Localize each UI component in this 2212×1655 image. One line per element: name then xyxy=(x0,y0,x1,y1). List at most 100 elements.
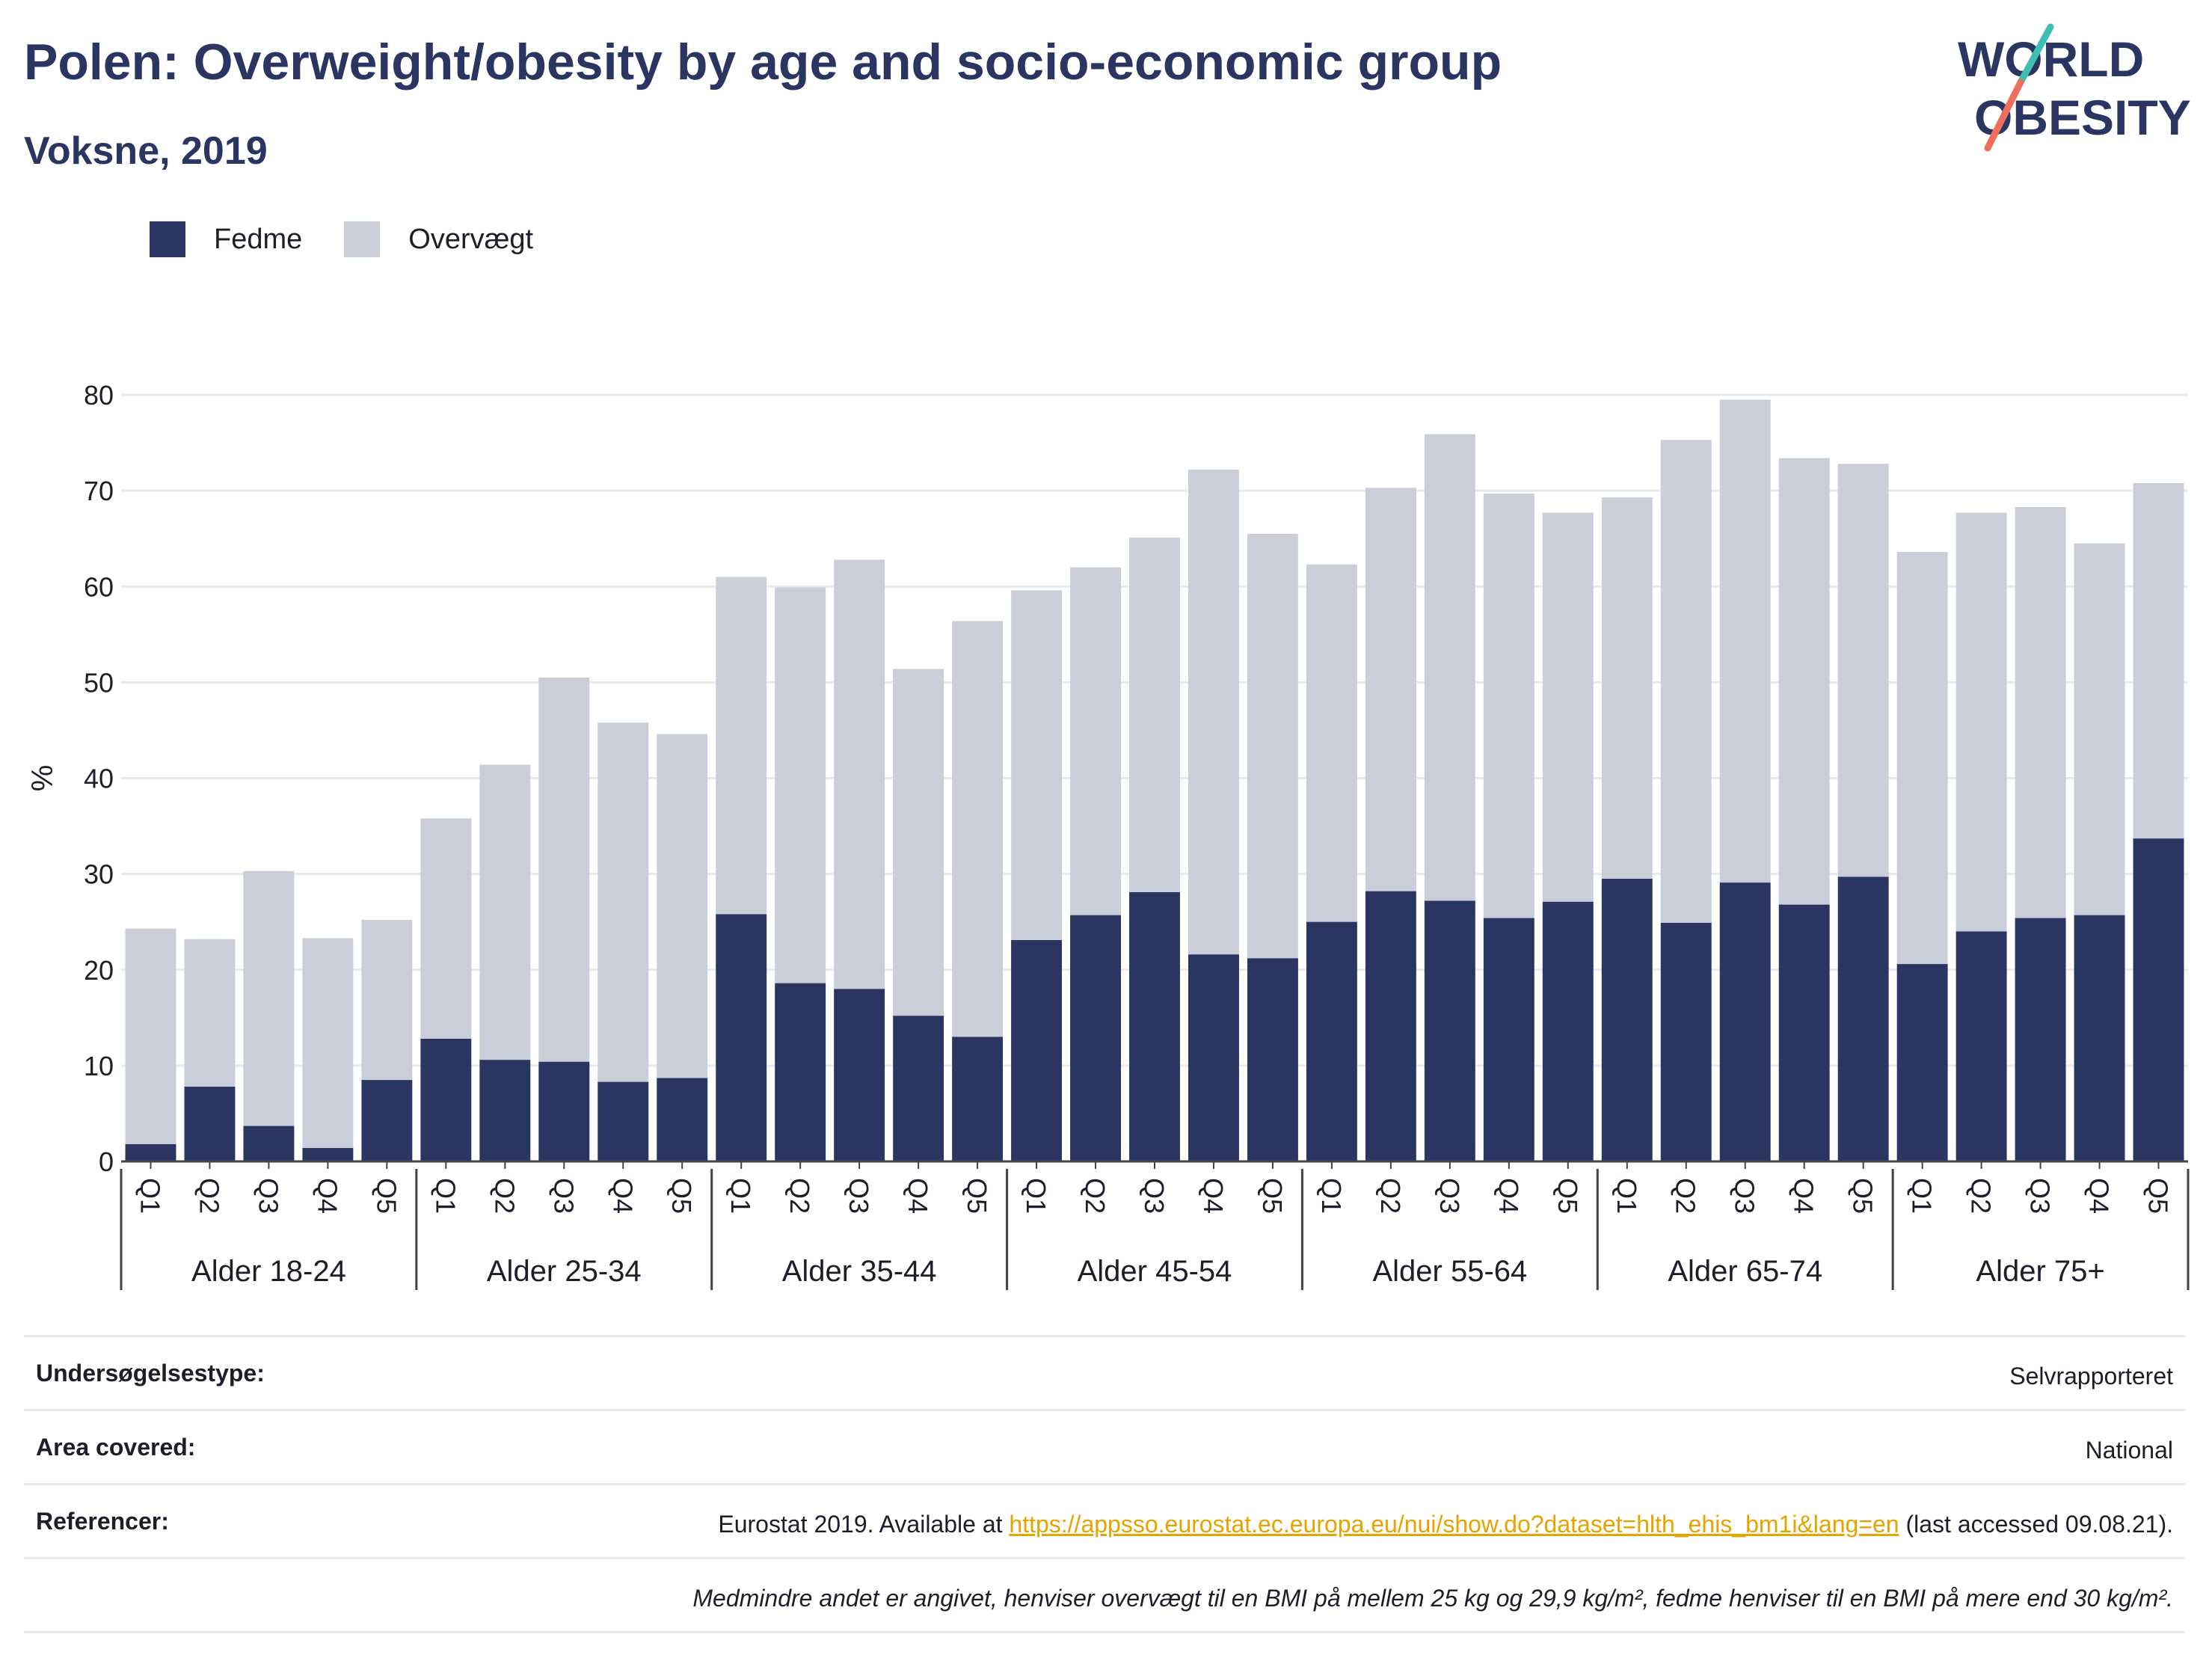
bar-overvaegt xyxy=(1778,458,1830,905)
y-tick-label: 0 xyxy=(99,1146,114,1177)
bar-fedme xyxy=(1070,915,1121,1161)
bar-fedme xyxy=(597,1081,649,1161)
bar-overvaegt xyxy=(1365,488,1416,891)
x-tick-label: Q5 xyxy=(2143,1178,2174,1214)
bar-overvaegt xyxy=(834,559,885,989)
legend-label-overvaegt: Overvægt xyxy=(408,223,534,255)
bar-fedme xyxy=(1011,940,1063,1161)
x-tick-label: Q2 xyxy=(194,1178,224,1214)
info-key-survey-type: Undersøgelsestype: xyxy=(36,1360,265,1387)
info-row-survey-type: Undersøgelsestype: Selvrapporteret xyxy=(24,1335,2185,1409)
x-tick-label: Q4 xyxy=(1198,1178,1229,1214)
bar-fedme xyxy=(302,1148,354,1161)
x-tick-label: Q2 xyxy=(784,1178,815,1214)
stacked-bar-chart: 0 10 20 30 40 50 60 70 80% Q1 Q2 Q3 Q4 Q5 Q1 Q2 Q3 Q4 Q5 Q1… xyxy=(26,380,2190,1290)
bar-fedme xyxy=(1129,891,1180,1161)
x-tick-label: Q1 xyxy=(725,1178,756,1214)
bar-fedme xyxy=(420,1039,472,1161)
y-axis-label: % xyxy=(26,765,59,792)
bar-fedme xyxy=(657,1078,708,1161)
x-tick-label: Q5 xyxy=(1552,1178,1583,1214)
x-tick-label: Q3 xyxy=(2025,1178,2056,1214)
info-table: Undersøgelsestype: Selvrapporteret Area … xyxy=(24,1335,2185,1633)
logo-slash-teal xyxy=(2017,23,2054,86)
info-row-references: Referencer: Eurostat 2019. Available at … xyxy=(24,1483,2185,1557)
bar-fedme xyxy=(1601,879,1653,1161)
x-tick-label: Q1 xyxy=(1021,1178,1051,1214)
bar-fedme xyxy=(2074,915,2125,1161)
bar-overvaegt xyxy=(2074,543,2125,915)
bar-overvaegt xyxy=(2015,506,2066,918)
page-title: Polen: Overweight/obesity by age and soc… xyxy=(24,34,1502,90)
x-tick-label: Q2 xyxy=(489,1178,520,1214)
x-tick-label: Q3 xyxy=(1730,1178,1760,1214)
x-tick-label: Q5 xyxy=(1848,1178,1878,1214)
x-group-label: Alder 75+ xyxy=(1976,1255,2104,1288)
bar-fedme xyxy=(1719,882,1771,1161)
bar-overvaegt xyxy=(597,722,649,1082)
bar-fedme xyxy=(125,1143,176,1161)
bar-fedme xyxy=(2133,838,2184,1161)
bar-fedme xyxy=(2015,918,2066,1161)
x-group-label: Alder 45-54 xyxy=(1078,1255,1232,1288)
legend-swatch-overvaegt xyxy=(344,221,381,257)
reference-suffix: (last accessed 09.08.21). xyxy=(1899,1511,2173,1538)
x-tick-label: Q1 xyxy=(430,1178,461,1214)
y-tick-label: 50 xyxy=(84,667,114,698)
reference-link[interactable]: https://appsso.eurostat.ec.europa.eu/nui… xyxy=(1009,1511,1899,1538)
bar-overvaegt xyxy=(775,587,826,983)
info-key-references: Referencer: xyxy=(36,1508,169,1535)
bar-overvaegt xyxy=(1247,533,1298,959)
bar-overvaegt xyxy=(657,734,708,1078)
page-subtitle: Voksne, 2019 xyxy=(24,129,268,173)
bar-fedme xyxy=(775,983,826,1161)
x-tick-label: Q4 xyxy=(312,1178,342,1214)
info-key-area: Area covered: xyxy=(36,1434,196,1461)
x-tick-label: Q3 xyxy=(1434,1178,1465,1214)
x-tick-label: Q5 xyxy=(666,1178,697,1214)
info-value-references: Eurostat 2019. Available at https://apps… xyxy=(718,1508,2173,1541)
y-tick-label: 40 xyxy=(84,764,114,794)
bar-overvaegt xyxy=(361,920,413,1081)
bar-overvaegt xyxy=(893,669,944,1016)
definition-note: Medmindre andet er angivet, henviser ove… xyxy=(692,1585,2173,1612)
x-group-label: Alder 25-34 xyxy=(487,1255,642,1288)
info-value-area: National xyxy=(2085,1437,2173,1464)
bar-fedme xyxy=(1542,901,1594,1161)
bar-overvaegt xyxy=(1011,590,1063,941)
bar-fedme xyxy=(361,1080,413,1161)
y-tick-label: 70 xyxy=(84,476,114,506)
x-tick-label: Q5 xyxy=(962,1178,992,1214)
bar-overvaegt xyxy=(1424,434,1475,901)
bar-overvaegt xyxy=(716,577,767,915)
bar-overvaegt xyxy=(479,764,531,1060)
bar-overvaegt xyxy=(125,928,176,1144)
bar-overvaegt xyxy=(184,939,236,1087)
y-tick-label: 10 xyxy=(84,1051,114,1081)
x-tick-label: Q4 xyxy=(607,1178,638,1214)
x-tick-label: Q2 xyxy=(1375,1178,1406,1214)
y-tick-label: 20 xyxy=(84,955,114,986)
x-group-label: Alder 35-44 xyxy=(782,1255,937,1288)
bar-overvaegt xyxy=(1483,493,1534,918)
x-tick-label: Q3 xyxy=(548,1178,579,1214)
logo-word-world: WORLD xyxy=(1958,31,2144,87)
x-tick-label: Q5 xyxy=(371,1178,402,1214)
bar-overvaegt xyxy=(1956,512,2007,932)
x-tick-label: Q1 xyxy=(1612,1178,1642,1214)
x-tick-label: Q1 xyxy=(135,1178,165,1214)
info-row-area: Area covered: National xyxy=(24,1409,2185,1483)
bar-fedme xyxy=(1365,891,1416,1161)
bar-fedme xyxy=(1778,904,1830,1161)
bar-overvaegt xyxy=(1188,469,1239,955)
legend-item-overvaegt: Overvægt xyxy=(344,221,533,257)
bar-fedme xyxy=(1896,964,1948,1161)
bar-fedme xyxy=(1837,876,1889,1161)
bar-overvaegt xyxy=(1306,564,1357,922)
x-group-label: Alder 65-74 xyxy=(1668,1255,1822,1288)
bar-overvaegt xyxy=(243,871,295,1126)
bar-fedme xyxy=(893,1016,944,1161)
x-tick-label: Q4 xyxy=(2084,1178,2115,1214)
y-tick-label: 30 xyxy=(84,859,114,890)
bar-fedme xyxy=(243,1126,295,1161)
